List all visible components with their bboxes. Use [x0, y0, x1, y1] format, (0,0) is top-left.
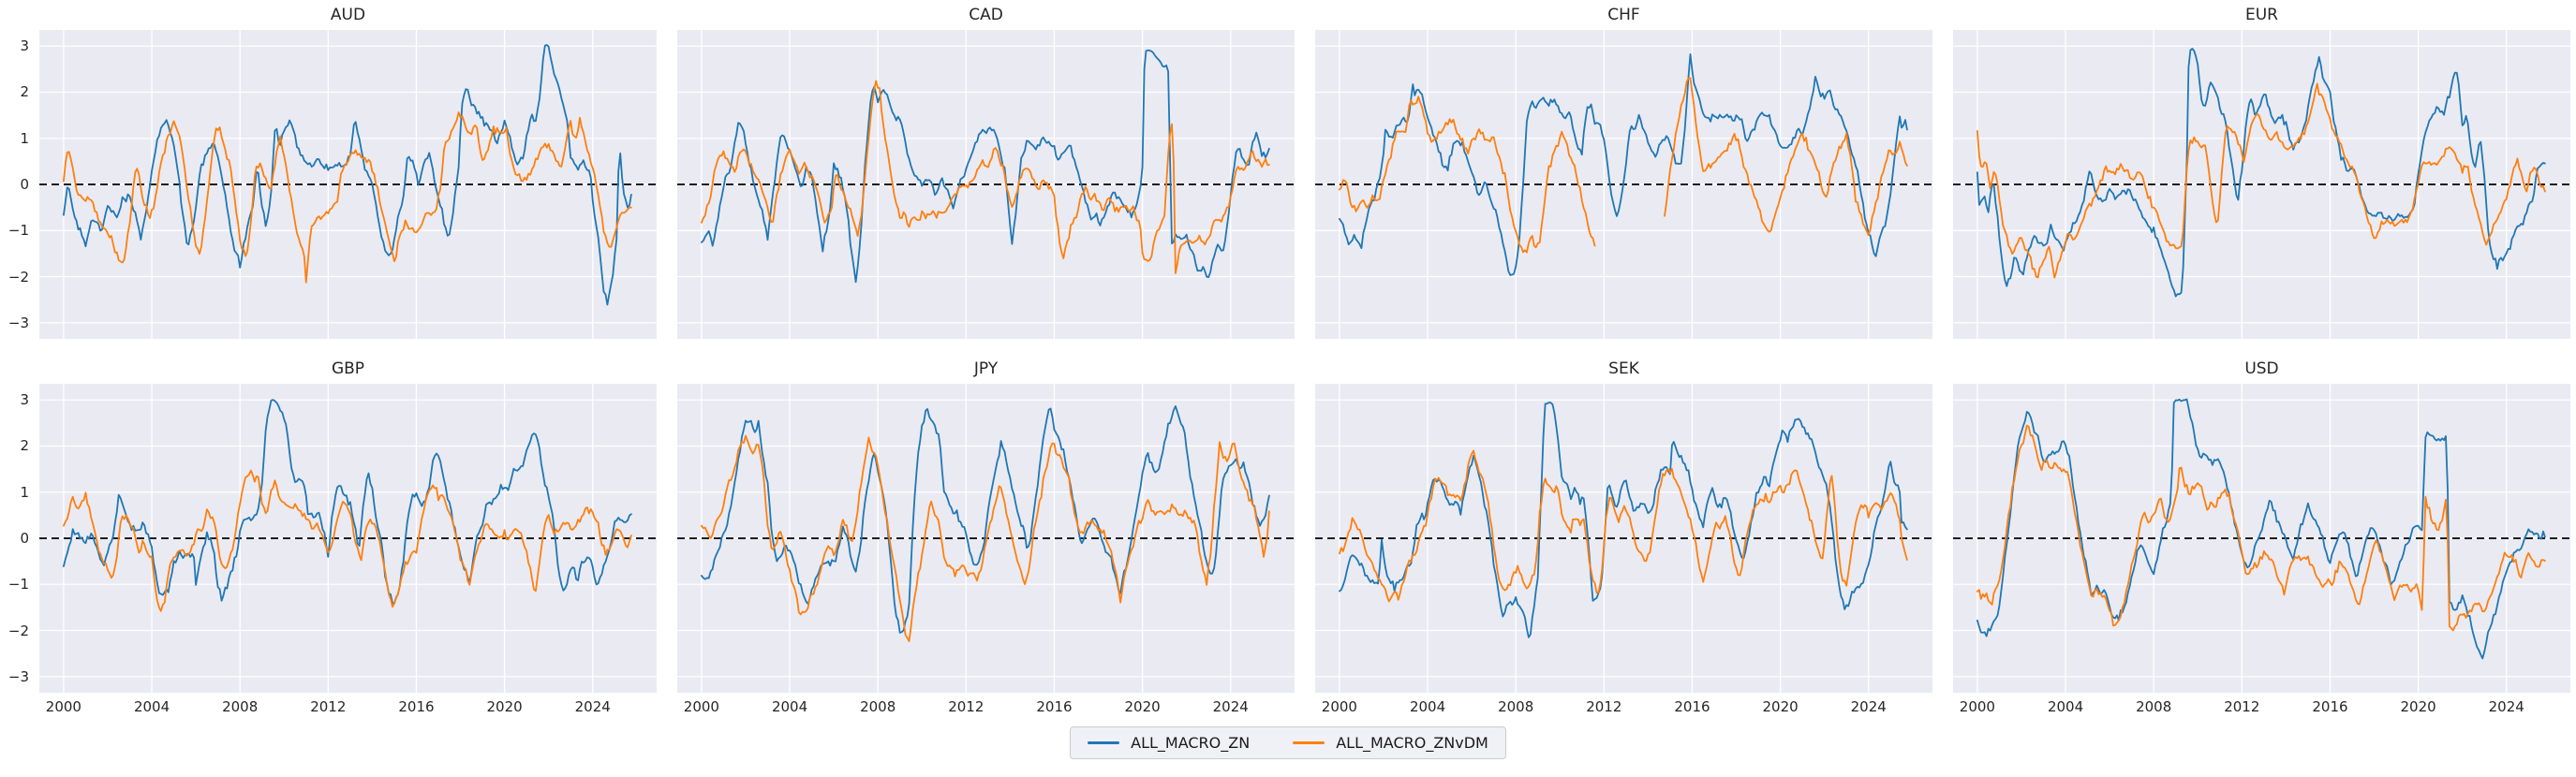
- x-tick-label: 2000: [45, 698, 81, 715]
- y-tick-label: 0: [20, 176, 29, 193]
- y-tick-label: −2: [7, 622, 29, 639]
- y-tick-label: 2: [20, 437, 29, 455]
- y-tick-label: −3: [7, 667, 29, 685]
- legend-line-swatch-orange: [1293, 741, 1325, 744]
- x-axis-labels-jpy: 2000 2004 2008 2012 2016 2020 2024: [677, 693, 1295, 717]
- x-tick-label: 2024: [574, 698, 611, 715]
- line-chart-sek: [1315, 384, 1932, 693]
- x-tick-label: 2004: [771, 698, 808, 715]
- chart-row-bottom: 3 2 1 0 −1 −2 −3 GBP 2000 2004 2008 2012 2016 2020 2…: [0, 359, 2576, 717]
- y-tick-label: −1: [7, 576, 29, 594]
- x-tick-label: 2020: [2400, 698, 2436, 715]
- line-chart-gbp: [39, 384, 657, 693]
- line-chart-usd: [1953, 384, 2570, 693]
- x-tick-label: 2012: [1586, 698, 1622, 715]
- legend-line-swatch-blue: [1088, 741, 1120, 744]
- line-chart-eur: [1953, 30, 2570, 339]
- y-tick-label: 1: [20, 129, 29, 147]
- chart-row-top: 3 2 1 0 −1 −2 −3 AUD CAD CHF EUR: [0, 6, 2576, 339]
- y-tick-label: 0: [20, 530, 29, 547]
- chart-title-eur: EUR: [2245, 6, 2278, 24]
- chart-panel-cad: CAD: [677, 6, 1295, 339]
- chart-title-cad: CAD: [969, 6, 1003, 24]
- y-axis-gutter-top: 3 2 1 0 −1 −2 −3: [0, 6, 39, 339]
- x-tick-label: 2012: [948, 698, 985, 715]
- line-chart-jpy: [677, 384, 1295, 693]
- x-axis-labels-sek: 2000 2004 2008 2012 2016 2020 2024: [1315, 693, 1932, 717]
- x-axis-labels-gbp: 2000 2004 2008 2012 2016 2020 2024: [39, 693, 657, 717]
- y-tick-label: 1: [20, 483, 29, 501]
- chart-panel-aud: AUD: [39, 6, 657, 339]
- x-tick-label: 2024: [1212, 698, 1249, 715]
- legend-label: ALL_MACRO_ZN: [1131, 734, 1251, 752]
- legend-entry-all-macro-znvdm: ALL_MACRO_ZNvDM: [1293, 734, 1488, 752]
- y-axis-gutter-bottom: 3 2 1 0 −1 −2 −3: [0, 359, 39, 717]
- x-tick-label: 2024: [2488, 698, 2524, 715]
- legend-label: ALL_MACRO_ZNvDM: [1336, 734, 1488, 752]
- y-axis-labels-bottom: 3 2 1 0 −1 −2 −3: [0, 384, 34, 693]
- chart-title-gbp: GBP: [331, 359, 365, 378]
- x-tick-label: 2004: [1409, 698, 1446, 715]
- y-tick-label: 3: [20, 37, 29, 55]
- x-tick-label: 2016: [398, 698, 435, 715]
- x-tick-label: 2000: [683, 698, 719, 715]
- y-tick-label: 2: [20, 83, 29, 101]
- x-tick-label: 2004: [133, 698, 170, 715]
- y-tick-label: −1: [7, 222, 29, 240]
- x-axis-labels-usd: 2000 2004 2008 2012 2016 2020 2024: [1953, 693, 2570, 717]
- figure: 3 2 1 0 −1 −2 −3 AUD CAD CHF EUR 3 2 1 0 −1 −2 −3 GB…: [0, 6, 2576, 759]
- chart-title-chf: CHF: [1607, 6, 1640, 24]
- x-tick-label: 2004: [2047, 698, 2084, 715]
- legend-container: ALL_MACRO_ZN ALL_MACRO_ZNvDM: [0, 726, 2576, 759]
- chart-panel-gbp: GBP 2000 2004 2008 2012 2016 2020 2024: [39, 359, 657, 717]
- x-tick-label: 2008: [860, 698, 896, 715]
- legend-entry-all-macro-zn: ALL_MACRO_ZN: [1088, 734, 1250, 752]
- chart-panel-sek: SEK 2000 2004 2008 2012 2016 2020 2024: [1315, 359, 1932, 717]
- chart-title-jpy: JPY: [973, 359, 999, 378]
- x-tick-label: 2012: [2224, 698, 2260, 715]
- y-tick-label: 3: [20, 391, 29, 409]
- chart-title-usd: USD: [2244, 359, 2279, 378]
- x-tick-label: 2012: [310, 698, 347, 715]
- x-tick-label: 2000: [1321, 698, 1357, 715]
- chart-panel-chf: CHF: [1315, 6, 1932, 339]
- x-tick-label: 2024: [1850, 698, 1887, 715]
- line-chart-aud: [39, 30, 657, 339]
- chart-title-aud: AUD: [330, 6, 366, 24]
- y-tick-label: −2: [7, 268, 29, 286]
- x-tick-label: 2016: [2312, 698, 2348, 715]
- line-chart-chf: [1315, 30, 1932, 339]
- x-tick-label: 2000: [1959, 698, 1995, 715]
- x-tick-label: 2020: [1762, 698, 1799, 715]
- line-chart-cad: [677, 30, 1295, 339]
- chart-panel-usd: USD 2000 2004 2008 2012 2016 2020 2024: [1953, 359, 2570, 717]
- x-tick-label: 2020: [486, 698, 523, 715]
- x-tick-label: 2016: [1674, 698, 1710, 715]
- x-tick-label: 2008: [222, 698, 259, 715]
- legend: ALL_MACRO_ZN ALL_MACRO_ZNvDM: [1070, 726, 1506, 759]
- x-tick-label: 2008: [2136, 698, 2172, 715]
- y-tick-label: −3: [7, 314, 29, 331]
- y-axis-labels-top: 3 2 1 0 −1 −2 −3: [0, 30, 34, 339]
- chart-panel-jpy: JPY 2000 2004 2008 2012 2016 2020 2024: [677, 359, 1295, 717]
- chart-panel-eur: EUR: [1953, 6, 2570, 339]
- chart-title-sek: SEK: [1608, 359, 1639, 378]
- x-tick-label: 2016: [1036, 698, 1073, 715]
- x-tick-label: 2020: [1124, 698, 1161, 715]
- x-tick-label: 2008: [1498, 698, 1534, 715]
